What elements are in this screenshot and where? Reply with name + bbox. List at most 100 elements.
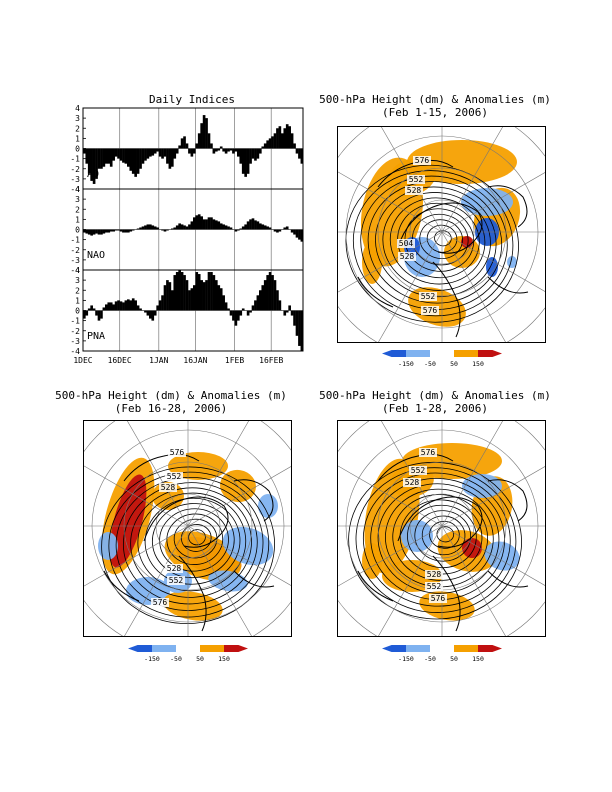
coastlines (357, 453, 529, 632)
index-bar (180, 138, 184, 149)
meridian-line (338, 171, 443, 233)
height-contour (166, 513, 224, 565)
index-bar (205, 219, 208, 230)
height-anomaly-map-feb16-28: 576 552 528 528 552 576 (83, 420, 292, 637)
colorbar-label: 150 (472, 360, 484, 368)
index-bar (183, 225, 186, 230)
index-bar (256, 148, 260, 159)
index-bar (173, 227, 177, 230)
index-bar (295, 310, 299, 336)
index-bar (195, 143, 199, 149)
index-bar (197, 133, 201, 149)
colorbar-segment (152, 645, 176, 652)
meridian-line (124, 525, 189, 636)
index-bar (153, 226, 157, 230)
index-bar (146, 148, 150, 159)
meridian-line (441, 127, 503, 233)
index-bar (171, 228, 174, 230)
index-bar (168, 282, 172, 311)
index-bar (144, 310, 147, 313)
index-bar (149, 148, 152, 157)
x-tick-label: 1FEB (225, 356, 244, 365)
index-bar (276, 128, 279, 149)
index-bar (239, 228, 243, 230)
index-bar (300, 148, 304, 164)
anomaly-shading (461, 188, 513, 216)
index-bar (259, 223, 262, 230)
index-bar (129, 300, 133, 311)
contour-label-bg (421, 306, 439, 315)
index-bar (266, 275, 269, 311)
index-bar (92, 308, 96, 311)
index-bar (114, 229, 118, 231)
index-bar (285, 226, 289, 230)
index-bar (149, 224, 152, 230)
index-bar (251, 218, 255, 230)
index-bar (178, 145, 181, 149)
index-bar (122, 302, 125, 311)
index-bar (117, 148, 120, 159)
index-bar (180, 272, 184, 311)
colorbar-segment (454, 350, 478, 357)
index-bar (102, 229, 106, 234)
anomaly-shading (208, 570, 248, 592)
index-bar (229, 148, 233, 151)
height-anomaly-map-feb1-28: 576 552 528 528 552 576 (337, 420, 546, 637)
index-bar (283, 128, 287, 149)
y-tick-label: 3 (75, 195, 80, 204)
index-bar (298, 148, 301, 159)
height-contour (392, 494, 489, 581)
index-bar (246, 310, 250, 316)
height-contour (436, 526, 455, 543)
index-bar (283, 310, 287, 316)
contour-label: 552 (167, 472, 182, 481)
meridian-line (441, 421, 503, 527)
y-tick-label: -3 (70, 337, 80, 346)
meridian-line (441, 525, 545, 586)
contour-label-bg (429, 594, 447, 603)
index-bar (124, 229, 128, 233)
height-contour (101, 466, 275, 625)
coastline (357, 570, 394, 602)
index-bar (183, 275, 186, 311)
index-bar (171, 290, 174, 311)
height-contour (188, 529, 206, 546)
coastline (123, 453, 200, 482)
index-bar (117, 300, 120, 311)
index-bar (222, 295, 225, 311)
index-bar (293, 143, 296, 149)
index-bar (224, 148, 228, 154)
index-bar (256, 221, 260, 230)
contour-label: 552 (409, 175, 424, 184)
contour-label-bg (413, 156, 431, 165)
index-bar (215, 148, 218, 152)
contour-label-bg (419, 448, 437, 457)
colorbar-segment (382, 645, 406, 652)
index-bar (268, 227, 272, 230)
contour-label-bg (165, 472, 183, 481)
index-bar (263, 280, 267, 311)
contour-label: 528 (167, 564, 182, 573)
meridian-line (441, 172, 545, 233)
y-tick-label: -1 (70, 317, 80, 326)
index-bar (276, 290, 279, 311)
graticule (338, 421, 545, 636)
index-bar (259, 290, 262, 311)
index-bar (254, 300, 257, 311)
index-bar (109, 148, 113, 167)
index-bar (139, 227, 142, 230)
index-bar (246, 221, 250, 230)
x-tick-label: 16JAN (183, 356, 207, 365)
colorbar-label: -50 (170, 655, 182, 663)
colorbar-segment (478, 645, 502, 652)
meridian-line (378, 231, 443, 342)
index-bar (122, 148, 125, 163)
x-tick-label: 1DEC (73, 356, 92, 365)
colorbar-label: 50 (450, 655, 458, 663)
contour-label: 552 (411, 466, 426, 475)
index-bar (244, 148, 247, 177)
contour-label: 528 (427, 570, 442, 579)
index-bar (249, 310, 252, 313)
map2-title-line1: 500-hPa Height (dm) & Anomalies (m) (55, 389, 287, 402)
